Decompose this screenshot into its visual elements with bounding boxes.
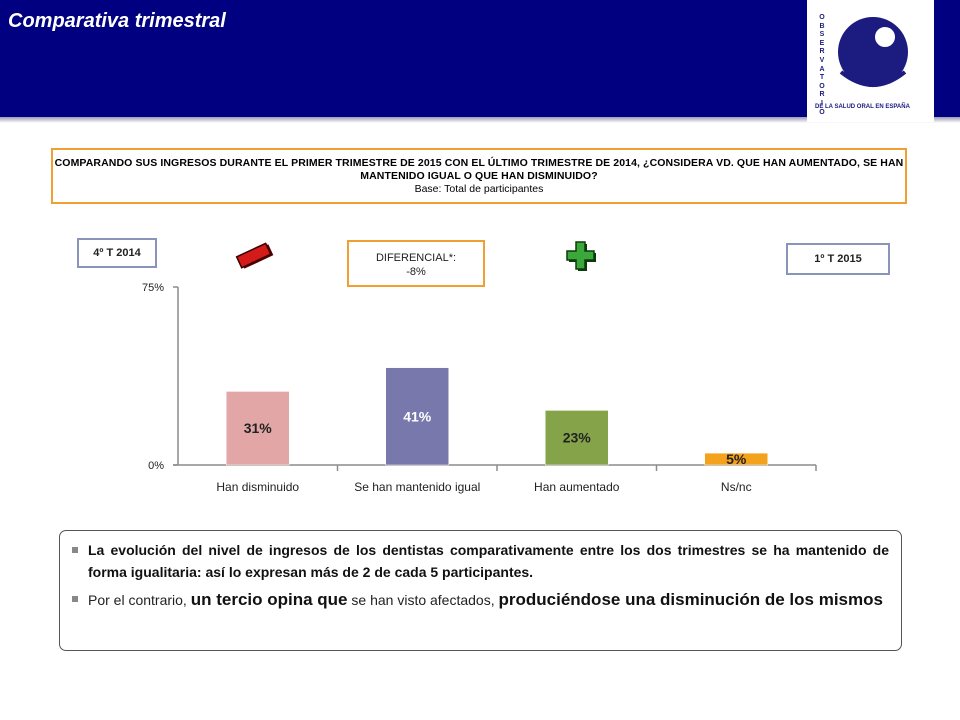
- category-label: Se han mantenido igual: [354, 480, 480, 494]
- summary-bullet-1-text: La evolución del nivel de ingresos de lo…: [88, 542, 889, 580]
- period-tag-left: 4º T 2014: [77, 238, 157, 268]
- question-box: COMPARANDO SUS INGRESOS DURANTE EL PRIME…: [51, 148, 907, 204]
- logo-letter: I: [821, 99, 823, 107]
- bullet-2-part-b: un tercio opina que: [190, 590, 348, 609]
- header-bar: Comparativa trimestral: [0, 0, 960, 117]
- bar-3: [545, 410, 609, 466]
- logo-letter: T: [819, 74, 825, 82]
- bar-4: [704, 452, 768, 466]
- bar-1: [226, 391, 290, 466]
- data-label: 31%: [244, 420, 273, 436]
- plus-icon: [566, 241, 596, 271]
- summary-bullet-1: La evolución del nivel de ingresos de lo…: [72, 539, 889, 583]
- differential-value: -8%: [406, 266, 426, 278]
- bullet-2-part-d: produciéndose una disminución de los mis…: [498, 590, 883, 609]
- y-tick-label: 0%: [148, 460, 164, 472]
- bar-2: [385, 367, 449, 466]
- logo-icon: [838, 17, 908, 87]
- question-text: COMPARANDO SUS INGRESOS DURANTE EL PRIME…: [54, 157, 904, 182]
- logo-letter: O: [819, 82, 825, 90]
- bullet-2-part-a: Por el contrario,: [88, 592, 191, 608]
- y-tick-label: 75%: [142, 282, 164, 294]
- logo-letter: E: [819, 39, 825, 47]
- period-tag-right: 1º T 2015: [786, 243, 890, 275]
- logo-letter: O: [819, 108, 825, 116]
- logo-caption: DE LA SALUD ORAL EN ESPAÑA: [815, 104, 910, 110]
- bullet-marker: [72, 596, 78, 602]
- logo-letter: S: [819, 31, 825, 39]
- bullet-2-part-c: se han visto afectados,: [347, 592, 499, 608]
- question-base: Base: Total de participantes: [414, 183, 544, 195]
- differential-box: DIFERENCIAL*: -8%: [347, 240, 485, 287]
- page-title: Comparativa trimestral: [8, 10, 226, 32]
- logo-letter: R: [819, 48, 825, 56]
- data-label: 41%: [403, 408, 432, 424]
- logo-letter: V: [819, 56, 825, 64]
- category-label: Han disminuido: [216, 480, 299, 494]
- summary-bullet-2: Por el contrario, un tercio opina que se…: [72, 588, 889, 612]
- bullet-marker: [72, 547, 78, 553]
- summary-bullet-2-text: Por el contrario, un tercio opina que se…: [88, 588, 883, 612]
- logo-letter: R: [819, 91, 825, 99]
- minus-icon: [235, 242, 274, 269]
- data-label: 5%: [726, 451, 747, 467]
- category-label: Han aumentado: [534, 480, 620, 494]
- logo-letter: B: [819, 22, 825, 30]
- logo-letter: A: [819, 65, 825, 73]
- logo-letter: O: [819, 14, 825, 21]
- summary-box: La evolución del nivel de ingresos de lo…: [59, 530, 902, 651]
- data-label: 23%: [563, 430, 592, 446]
- category-label: Ns/nc: [721, 480, 752, 494]
- differential-label: DIFERENCIAL*:: [375, 252, 457, 264]
- header-shadow: [0, 117, 960, 123]
- bar-chart: 0% 75% 31% Han disminuido 41% Se han mantenid…: [142, 282, 817, 494]
